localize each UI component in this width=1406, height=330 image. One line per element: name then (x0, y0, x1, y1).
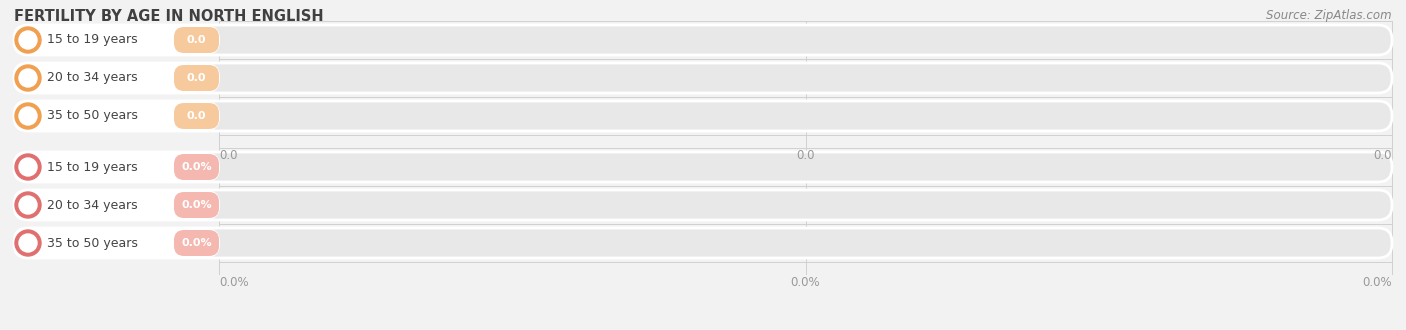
FancyBboxPatch shape (14, 63, 1392, 93)
FancyBboxPatch shape (14, 25, 1392, 55)
FancyBboxPatch shape (14, 229, 219, 257)
FancyBboxPatch shape (174, 27, 219, 53)
Circle shape (20, 107, 37, 125)
Text: 0.0: 0.0 (219, 149, 238, 162)
Text: 0.0%: 0.0% (790, 276, 820, 289)
Text: 35 to 50 years: 35 to 50 years (46, 237, 138, 249)
Circle shape (15, 192, 41, 218)
Text: FERTILITY BY AGE IN NORTH ENGLISH: FERTILITY BY AGE IN NORTH ENGLISH (14, 9, 323, 24)
Text: 20 to 34 years: 20 to 34 years (46, 72, 138, 84)
FancyBboxPatch shape (14, 101, 1392, 131)
FancyBboxPatch shape (14, 191, 219, 219)
Text: 0.0%: 0.0% (219, 276, 249, 289)
Text: 15 to 19 years: 15 to 19 years (46, 34, 138, 47)
Text: 0.0%: 0.0% (1362, 276, 1392, 289)
FancyBboxPatch shape (174, 65, 219, 91)
FancyBboxPatch shape (14, 190, 1392, 220)
FancyBboxPatch shape (174, 230, 219, 256)
Text: 0.0: 0.0 (187, 35, 207, 45)
FancyBboxPatch shape (14, 102, 219, 130)
FancyBboxPatch shape (174, 154, 219, 180)
Text: 15 to 19 years: 15 to 19 years (46, 160, 138, 174)
Circle shape (15, 230, 41, 256)
FancyBboxPatch shape (174, 192, 219, 218)
Text: 0.0%: 0.0% (181, 200, 212, 210)
Circle shape (15, 103, 41, 129)
FancyBboxPatch shape (14, 64, 219, 92)
FancyBboxPatch shape (14, 26, 219, 54)
Circle shape (15, 27, 41, 53)
Text: 20 to 34 years: 20 to 34 years (46, 199, 138, 212)
Text: 0.0%: 0.0% (181, 238, 212, 248)
FancyBboxPatch shape (174, 103, 219, 129)
Text: 0.0: 0.0 (796, 149, 814, 162)
Text: 0.0: 0.0 (187, 73, 207, 83)
FancyBboxPatch shape (14, 228, 1392, 258)
Text: 0.0: 0.0 (1374, 149, 1392, 162)
FancyBboxPatch shape (14, 152, 1392, 182)
Circle shape (20, 234, 37, 252)
Circle shape (15, 65, 41, 91)
Text: 35 to 50 years: 35 to 50 years (46, 110, 138, 122)
Text: Source: ZipAtlas.com: Source: ZipAtlas.com (1267, 9, 1392, 22)
Circle shape (20, 196, 37, 214)
Text: 0.0: 0.0 (187, 111, 207, 121)
Text: 0.0%: 0.0% (181, 162, 212, 172)
Circle shape (15, 154, 41, 180)
Circle shape (20, 31, 37, 49)
FancyBboxPatch shape (14, 153, 219, 181)
Circle shape (20, 158, 37, 176)
Circle shape (20, 69, 37, 87)
